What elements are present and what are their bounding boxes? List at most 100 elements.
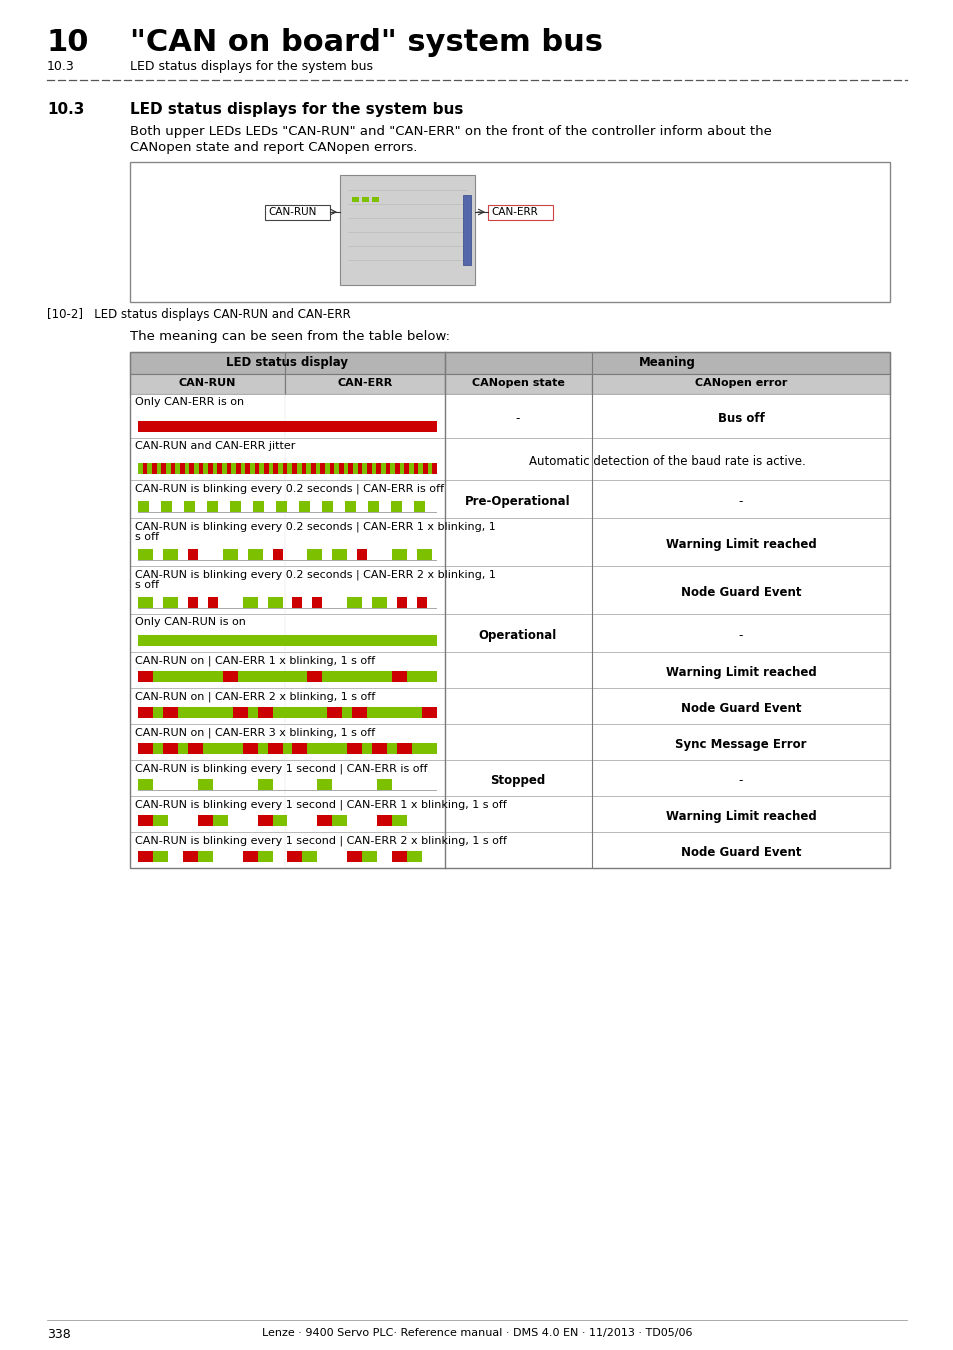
Text: Automatic detection of the baud rate is active.: Automatic detection of the baud rate is … — [528, 455, 804, 468]
Bar — [193, 463, 198, 474]
Bar — [248, 549, 262, 560]
Bar — [138, 671, 152, 682]
Bar — [230, 501, 241, 512]
Bar — [265, 205, 330, 220]
Bar — [375, 463, 380, 474]
Bar — [208, 463, 213, 474]
Bar — [138, 779, 152, 790]
Bar — [213, 463, 217, 474]
Bar — [334, 463, 338, 474]
Bar — [444, 652, 592, 688]
Bar — [315, 463, 320, 474]
Bar — [130, 518, 444, 566]
Bar — [427, 463, 432, 474]
Text: 10.3: 10.3 — [47, 59, 74, 73]
Bar — [130, 724, 444, 760]
Bar — [274, 463, 278, 474]
Bar — [325, 463, 329, 474]
Bar — [296, 463, 301, 474]
Text: CAN-RUN: CAN-RUN — [268, 207, 316, 217]
Bar — [332, 815, 347, 826]
Text: CAN-RUN is blinking every 0.2 seconds | CAN-ERR is off: CAN-RUN is blinking every 0.2 seconds | … — [135, 483, 443, 494]
Bar — [282, 743, 293, 755]
Bar — [156, 463, 161, 474]
Bar — [138, 634, 436, 647]
Bar — [147, 463, 152, 474]
Bar — [414, 501, 425, 512]
Bar — [444, 796, 592, 832]
Bar — [152, 707, 163, 718]
Bar — [273, 707, 327, 718]
Bar — [177, 743, 188, 755]
Bar — [385, 463, 390, 474]
Bar — [232, 463, 235, 474]
Bar — [138, 549, 152, 560]
Bar — [293, 597, 302, 608]
Bar — [352, 707, 367, 718]
Bar — [183, 850, 197, 863]
Bar — [380, 463, 385, 474]
Bar — [213, 815, 228, 826]
Bar — [444, 437, 592, 481]
Text: CAN-RUN is blinking every 0.2 seconds | CAN-ERR 1 x blinking, 1: CAN-RUN is blinking every 0.2 seconds | … — [135, 521, 496, 532]
Bar — [175, 463, 180, 474]
Bar — [302, 850, 317, 863]
Text: The meaning can be seen from the table below:: The meaning can be seen from the table b… — [130, 329, 450, 343]
Bar — [282, 463, 287, 474]
Bar — [245, 463, 250, 474]
Bar — [130, 437, 444, 481]
Bar — [372, 597, 387, 608]
Bar — [407, 671, 436, 682]
Bar — [361, 197, 369, 202]
Text: Lenze · 9400 Servo PLC· Reference manual · DMS 4.0 EN · 11/2013 · TD05/06: Lenze · 9400 Servo PLC· Reference manual… — [261, 1328, 692, 1338]
Bar — [188, 743, 203, 755]
Bar — [352, 197, 358, 202]
Text: -: - — [738, 774, 742, 787]
Bar — [130, 394, 444, 437]
Text: CAN-ERR: CAN-ERR — [337, 378, 393, 387]
Text: Node Guard Event: Node Guard Event — [680, 846, 801, 859]
Bar — [372, 197, 378, 202]
Bar — [138, 743, 152, 755]
Bar — [592, 760, 889, 796]
Bar — [152, 815, 168, 826]
Text: CAN-RUN and CAN-ERR jitter: CAN-RUN and CAN-ERR jitter — [135, 441, 295, 451]
Bar — [177, 707, 233, 718]
Bar — [292, 463, 296, 474]
Bar — [188, 597, 197, 608]
Bar — [257, 743, 267, 755]
Bar — [592, 374, 889, 394]
Text: CAN-RUN is blinking every 1 second | CAN-ERR 1 x blinking, 1 s off: CAN-RUN is blinking every 1 second | CAN… — [135, 799, 506, 810]
Bar — [342, 707, 352, 718]
Bar — [307, 549, 322, 560]
Text: 10: 10 — [47, 28, 90, 57]
Bar — [444, 614, 592, 652]
Bar — [592, 796, 889, 832]
Bar — [307, 671, 322, 682]
Bar — [416, 597, 427, 608]
Bar — [317, 815, 332, 826]
Bar — [287, 850, 302, 863]
Bar — [152, 671, 222, 682]
Bar — [392, 815, 407, 826]
Bar — [338, 463, 343, 474]
Bar — [161, 463, 166, 474]
Bar — [592, 614, 889, 652]
Bar — [130, 481, 444, 518]
Bar — [317, 779, 332, 790]
Bar — [339, 176, 475, 285]
Bar — [198, 463, 203, 474]
Bar — [253, 501, 264, 512]
Bar — [414, 463, 417, 474]
Bar — [444, 394, 592, 437]
Bar — [311, 463, 315, 474]
Text: Meaning: Meaning — [638, 356, 695, 369]
Bar — [387, 743, 396, 755]
Bar — [163, 597, 177, 608]
Bar — [138, 707, 152, 718]
Text: CAN-RUN on | CAN-ERR 3 x blinking, 1 s off: CAN-RUN on | CAN-ERR 3 x blinking, 1 s o… — [135, 728, 375, 737]
Bar — [390, 463, 395, 474]
Bar — [362, 850, 376, 863]
Text: Pre-Operational: Pre-Operational — [465, 495, 570, 508]
Bar — [257, 815, 273, 826]
